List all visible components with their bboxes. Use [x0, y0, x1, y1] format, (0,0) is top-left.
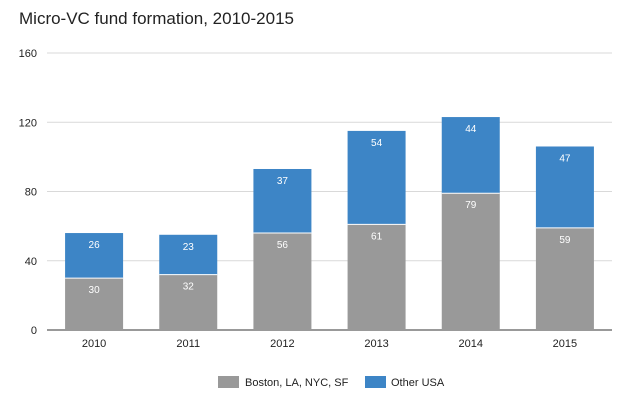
legend-label: Other USA: [391, 377, 445, 389]
x-tick-label: 2013: [364, 338, 388, 350]
bar-segment: [347, 224, 406, 330]
data-label: 26: [89, 240, 101, 251]
x-tick-label: 2010: [82, 338, 106, 350]
bars: 30 26 32 23 56 37 61 54 79 44 59 47: [65, 117, 594, 330]
y-tick-label: 120: [19, 117, 37, 129]
y-tick-label: 80: [25, 187, 37, 199]
data-label: 47: [559, 153, 571, 164]
data-label: 44: [465, 124, 477, 135]
data-label: 56: [277, 240, 289, 251]
y-tick-label: 0: [31, 325, 37, 337]
bar-segment: [347, 130, 406, 225]
legend: Boston, LA, NYC, SF Other USA: [218, 376, 445, 389]
data-label: 23: [183, 242, 195, 253]
bar-segment: [253, 168, 312, 234]
bar-segment: [535, 146, 594, 228]
bar-segment: [159, 234, 218, 275]
x-tick-label: 2014: [459, 338, 483, 350]
data-label: 54: [371, 138, 383, 149]
data-label: 32: [183, 282, 195, 293]
chart-title: Micro-VC fund formation, 2010-2015: [19, 9, 294, 28]
y-tick-label: 40: [25, 256, 37, 268]
x-tick-label: 2011: [176, 338, 200, 350]
bar-segment: [65, 278, 124, 330]
x-tick-label: 2015: [553, 338, 577, 350]
gridlines: [47, 52, 612, 331]
bar-segment: [535, 227, 594, 330]
legend-label: Boston, LA, NYC, SF: [245, 377, 349, 389]
data-label: 59: [559, 235, 571, 246]
data-label: 37: [277, 176, 289, 187]
x-tick-label: 2012: [270, 338, 294, 350]
data-label: 61: [371, 231, 383, 242]
data-label: 79: [465, 200, 477, 211]
bar-segment: [65, 233, 124, 279]
y-tick-label: 160: [19, 48, 37, 60]
bar-segment: [441, 193, 500, 330]
data-label: 30: [89, 285, 101, 296]
bar-segment: [441, 117, 500, 194]
bar-segment: [159, 274, 218, 330]
bar-segment: [253, 233, 312, 330]
y-axis-tick-labels: 0 40 80 120 160: [19, 48, 37, 337]
x-axis-tick-labels: 2010 2011 2012 2013 2014 2015: [82, 338, 577, 350]
legend-swatch: [365, 376, 386, 388]
legend-swatch: [218, 376, 239, 388]
